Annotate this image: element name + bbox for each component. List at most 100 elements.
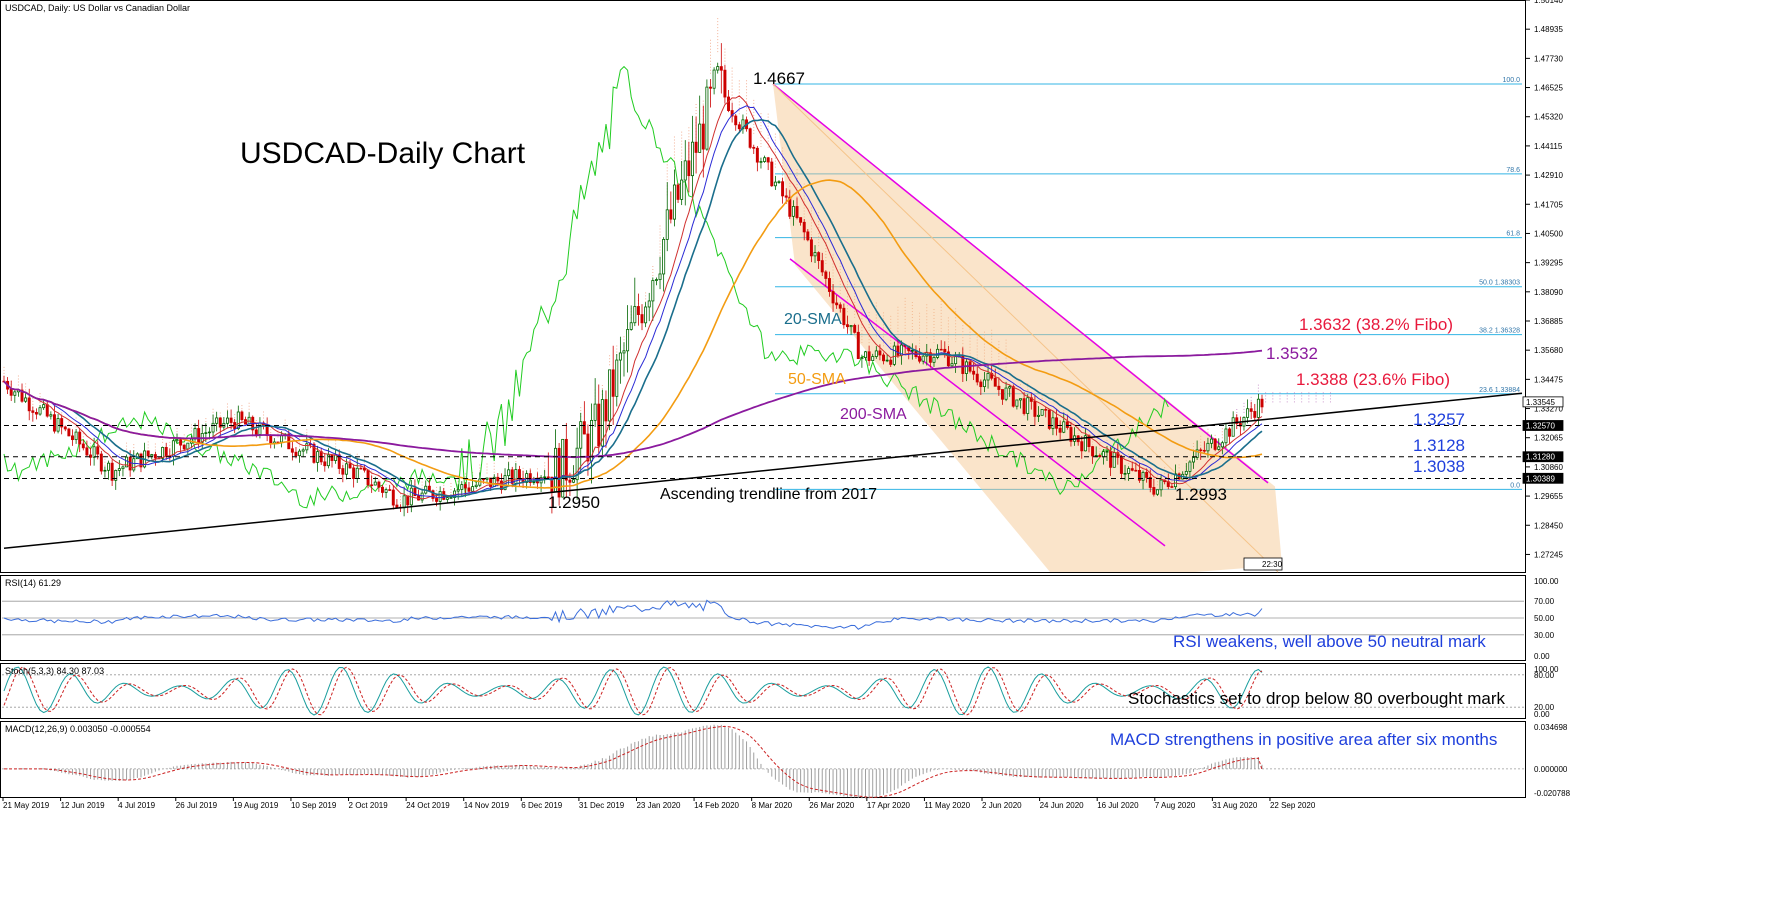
candle-body [326, 454, 330, 467]
candle-body [388, 489, 392, 491]
candle-body [13, 391, 17, 396]
candle-body [254, 429, 258, 435]
y-tick-label: 1.38090 [1534, 288, 1563, 297]
macd-signal-line [4, 725, 1263, 798]
candle-body [892, 345, 896, 365]
candle-body [986, 373, 990, 381]
candle-body [99, 453, 103, 472]
candle-body [734, 115, 738, 126]
candle-body [78, 431, 82, 445]
candle-body [860, 357, 864, 360]
candle-body [348, 463, 352, 469]
candle-body [507, 469, 511, 477]
macd-tick-label: 0.034698 [1534, 723, 1568, 732]
candle-body [384, 489, 388, 493]
candle-body [1137, 469, 1141, 481]
candle-body [752, 146, 756, 149]
candle-body [1231, 417, 1235, 437]
candle-body [146, 450, 150, 457]
trendline-note: Ascending trendline from 2017 [660, 486, 877, 503]
candle-body [117, 468, 121, 471]
candle-body [1055, 417, 1059, 429]
y-tick-label: 1.29655 [1534, 492, 1563, 501]
y-tick-label: 1.44115 [1534, 142, 1563, 151]
candle-body [438, 491, 442, 502]
candle-body [1170, 486, 1174, 488]
candle-body [1123, 473, 1127, 475]
candle-body [1051, 417, 1055, 429]
bb-line [3, 105, 1263, 499]
rsi-tick-label: 100.00 [1534, 577, 1559, 586]
candle-body [211, 422, 215, 433]
time-box [1243, 557, 1283, 571]
candle-body [42, 404, 46, 409]
candle-body [24, 397, 28, 402]
y-tick-label: 1.30860 [1534, 463, 1563, 472]
candle-body [344, 463, 348, 475]
candle-body [658, 273, 662, 280]
candle-body [27, 397, 31, 412]
macd-panel [0, 721, 1526, 798]
candle-body [1047, 409, 1051, 429]
candle-body [777, 181, 781, 183]
candle-body [694, 141, 698, 153]
candle-body [662, 239, 666, 275]
candle-body [1202, 449, 1206, 452]
y-tick-label: 1.46525 [1534, 84, 1563, 93]
x-tick-label: 14 Feb 2020 [694, 801, 739, 810]
candle-body [1127, 468, 1131, 474]
candle-body [1044, 409, 1048, 411]
candle-body [471, 486, 475, 492]
candle-body [853, 325, 857, 333]
candle-body [236, 411, 240, 430]
level-3-label: 1.3038 [1413, 457, 1465, 476]
candle-body [755, 147, 759, 163]
x-tick-label: 23 Jan 2020 [636, 801, 681, 810]
fibo-label: 0.0 [1510, 482, 1520, 489]
candle-body [564, 438, 568, 481]
x-tick-label: 8 Mar 2020 [752, 801, 793, 810]
fibo-label: 50.0 1.38303 [1479, 280, 1520, 287]
x-tick-label: 16 Jul 2020 [1097, 801, 1139, 810]
candle-body [1213, 438, 1217, 450]
fibo-label: 61.8 [1506, 231, 1520, 238]
candle-body [813, 252, 817, 257]
candle-body [1008, 386, 1012, 389]
candle-body [878, 350, 882, 356]
candle-body [1101, 451, 1105, 458]
candle-body [536, 481, 539, 484]
candle-body [481, 478, 485, 481]
candle-body [517, 469, 521, 479]
sma200-line [3, 349, 1263, 459]
candle-body [698, 123, 702, 153]
candle-body [1105, 450, 1109, 453]
candle-body [842, 307, 846, 326]
x-tick-label: 6 Dec 2019 [521, 801, 562, 810]
candle-body [1159, 479, 1163, 491]
candle-body [809, 239, 813, 257]
candle-body [312, 443, 316, 463]
y-tick-label: 1.39295 [1534, 259, 1563, 268]
x-tick-label: 24 Oct 2019 [406, 801, 450, 810]
candle-body [633, 306, 637, 324]
candle-body [74, 431, 78, 441]
candle-body [431, 490, 435, 499]
x-tick-label: 10 Sep 2019 [291, 801, 337, 810]
y-tick-label: 1.47730 [1534, 54, 1563, 63]
candle-body [207, 431, 211, 434]
x-tick-label: 26 Mar 2020 [809, 801, 854, 810]
candle-body [1083, 435, 1087, 452]
candle-body [669, 209, 673, 220]
candle-body [676, 184, 680, 200]
candle-body [546, 476, 550, 479]
candle-body [1094, 455, 1098, 457]
candle-body [709, 86, 712, 89]
candle-body [838, 304, 842, 309]
macd-header: MACD(12,26,9) 0.003050 -0.000554 [5, 724, 151, 734]
candle-body [701, 123, 705, 150]
candle-body [575, 447, 579, 481]
candle-body [871, 356, 875, 361]
rsi-tick-label: 0.00 [1534, 652, 1550, 661]
candle-body [910, 349, 914, 352]
candle-body [1080, 441, 1084, 452]
